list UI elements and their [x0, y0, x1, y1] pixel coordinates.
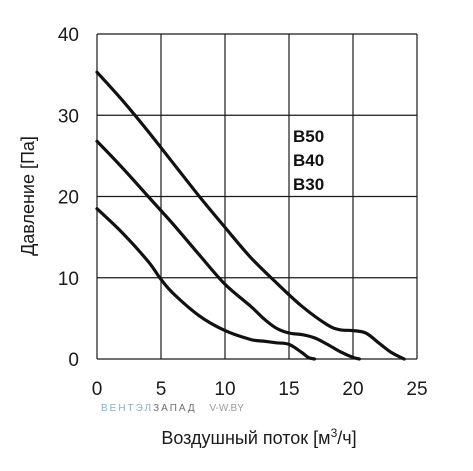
- x-tick-label: 15: [278, 379, 299, 400]
- y-tick-labels: 0 10 20 30 40: [58, 25, 79, 371]
- y-tick-label: 20: [58, 188, 79, 209]
- x-tick-label: 25: [406, 379, 427, 400]
- y-tick-label: 40: [58, 25, 79, 46]
- y-tick-label: 10: [58, 269, 79, 290]
- x-tick-labels: 0 5 10 15 20 25: [92, 379, 428, 400]
- y-tick-label: 30: [58, 106, 79, 127]
- series-line-b30: [95, 207, 317, 361]
- x-tick-label: 0: [92, 379, 103, 400]
- y-tick-label: 0: [68, 350, 79, 371]
- y-axis-label: Давление [Па]: [18, 136, 38, 256]
- series-label-b30: B30: [293, 175, 324, 194]
- chart-series: [95, 70, 406, 361]
- x-tick-label: 10: [214, 379, 235, 400]
- watermark-brand-left: ВЕНТЭЛ: [101, 403, 153, 414]
- series-label-b40: B40: [293, 151, 324, 170]
- watermark: ВЕНТЭЛЗАПАД V-W.BY: [101, 403, 244, 414]
- x-tick-label: 5: [156, 379, 167, 400]
- series-line-b50: [95, 70, 406, 361]
- x-tick-label: 20: [342, 379, 363, 400]
- chart-grid: [96, 33, 418, 360]
- x-axis-label-tail: /ч]: [337, 428, 356, 448]
- watermark-site: V-W.BY: [209, 403, 244, 414]
- series-line-b40: [95, 139, 361, 361]
- x-axis-label-main: Воздушный поток [м: [161, 428, 330, 448]
- x-axis-label-sup: 3: [331, 426, 338, 440]
- series-label-b50: B50: [293, 127, 324, 146]
- x-axis-label: Воздушный поток [м3/ч]: [161, 426, 356, 448]
- watermark-brand-right: ЗАПАД: [153, 403, 197, 414]
